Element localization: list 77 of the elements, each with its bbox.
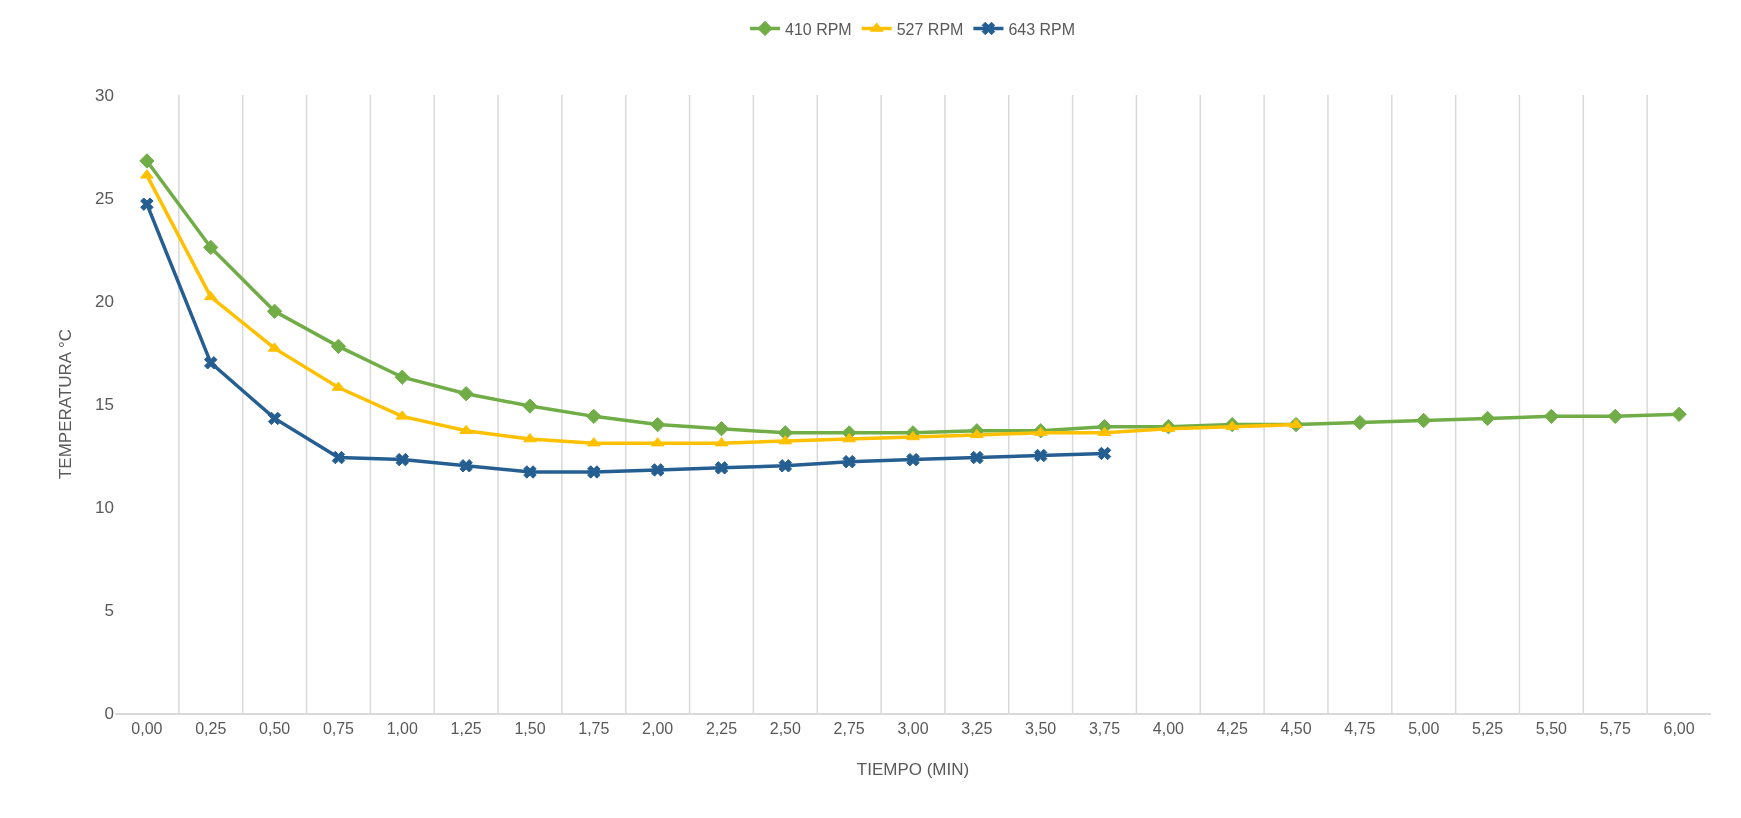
legend-label: 643 RPM: [1008, 20, 1076, 38]
point: [587, 465, 601, 479]
point: [523, 433, 537, 443]
point: [204, 356, 218, 370]
x-tick-label: 0,50: [259, 719, 291, 737]
x-tick-label: 6,00: [1663, 719, 1695, 737]
x-tick-label: 3,50: [1025, 719, 1057, 737]
point: [842, 454, 856, 469]
x-tick-label: 4,00: [1152, 719, 1185, 737]
point: [778, 459, 793, 473]
point: [714, 461, 729, 475]
y-tick-label: 20: [95, 291, 114, 311]
point: [203, 239, 219, 256]
point: [1479, 410, 1496, 427]
point: [203, 290, 218, 301]
point: [458, 386, 474, 402]
point: [1289, 418, 1303, 428]
point: [906, 452, 920, 467]
x-tick-label: 3,00: [897, 719, 929, 737]
point: [266, 303, 283, 319]
x-tick-label: 5,00: [1408, 719, 1440, 737]
point: [1416, 412, 1432, 429]
point: [394, 369, 410, 385]
x-tick-label: 0,00: [131, 719, 163, 737]
point: [1671, 406, 1687, 422]
point: [1543, 408, 1560, 425]
x-tick-label: 4,75: [1344, 719, 1376, 737]
x-tick-label: 0,75: [322, 719, 355, 737]
point: [1352, 414, 1368, 431]
point: [395, 452, 409, 467]
x-tick-label: 4,50: [1280, 719, 1312, 737]
point: [330, 338, 347, 354]
y-tick-label: 5: [104, 600, 114, 620]
y-tick-label: 25: [95, 188, 114, 208]
x-axis-title: TIEMPO (MIN): [856, 759, 970, 779]
point: [139, 153, 155, 169]
point: [649, 416, 666, 433]
point: [1033, 448, 1048, 463]
x-tick-label: 2,50: [769, 719, 801, 737]
point: [331, 450, 346, 465]
point: [459, 459, 473, 473]
point: [522, 398, 538, 414]
x-tick-label: 2,00: [642, 719, 674, 737]
y-tick-label: 0: [104, 703, 114, 723]
x-tick-label: 2,75: [833, 719, 865, 737]
point: [1097, 426, 1112, 437]
x-tick-label: 3,75: [1088, 719, 1121, 737]
x-tick-label: 0,25: [195, 719, 227, 737]
x-tick-label: 1,00: [386, 719, 418, 737]
point: [970, 450, 984, 465]
point: [906, 430, 920, 441]
x-tick-label: 3,25: [961, 719, 993, 737]
point: [459, 424, 473, 435]
legend-label: 527 RPM: [896, 20, 964, 38]
x-tick-label: 4,25: [1216, 719, 1248, 737]
y-tick-label: 15: [95, 394, 114, 414]
point: [969, 428, 984, 439]
x-tick-label: 1,75: [578, 719, 610, 737]
x-tick-label: 5,25: [1471, 719, 1504, 737]
point: [1607, 408, 1623, 425]
point: [523, 465, 537, 479]
x-tick-label: 1,50: [514, 719, 546, 737]
y-tick-label: 30: [95, 85, 114, 105]
point: [267, 411, 282, 426]
y-axis-title: TEMPERATURA °C: [56, 328, 75, 480]
y-tick-label: 10: [95, 497, 114, 517]
point: [713, 421, 730, 437]
x-tick-label: 2,25: [705, 719, 738, 737]
point: [140, 197, 154, 211]
point: [1097, 446, 1112, 461]
x-tick-label: 5,50: [1535, 719, 1568, 737]
x-tick-label: 5,75: [1599, 719, 1631, 737]
x-tick-label: 1,25: [450, 719, 482, 737]
legend-label: 410 RPM: [785, 20, 852, 38]
point: [586, 408, 602, 425]
point: [140, 169, 154, 179]
point: [650, 463, 665, 477]
